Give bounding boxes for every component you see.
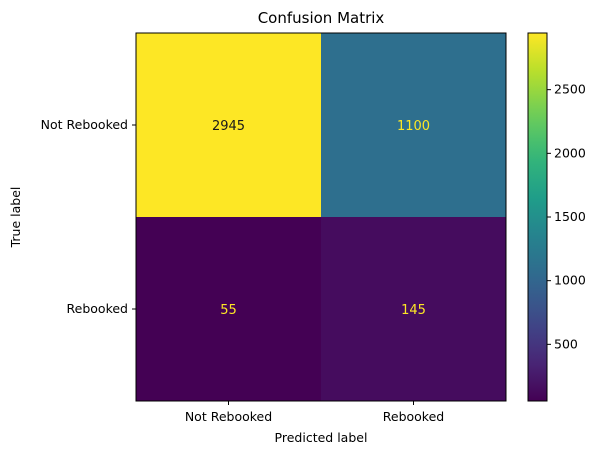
y-axis-label: True label <box>8 187 23 249</box>
cell-value-label: 1100 <box>397 119 430 134</box>
colorbar-tick-label: 2000 <box>554 145 586 160</box>
colorbar <box>527 32 548 402</box>
y-tick-label: Rebooked <box>67 301 128 316</box>
heatmap-cell <box>136 33 321 217</box>
x-axis: Not Rebooked Rebooked <box>185 401 444 424</box>
heatmap-cell <box>321 217 506 401</box>
x-tick-label: Rebooked <box>383 409 444 424</box>
cell-value-label: 145 <box>401 303 426 318</box>
y-axis: Not Rebooked Rebooked <box>41 117 136 316</box>
x-tick-label: Not Rebooked <box>185 409 272 424</box>
chart-title: Confusion Matrix <box>258 9 385 27</box>
x-axis-label: Predicted label <box>275 430 368 445</box>
colorbar-tick-label: 1500 <box>554 209 586 224</box>
colorbar-tick-label: 2500 <box>554 82 586 97</box>
colorbar-tick-label: 500 <box>554 336 578 351</box>
y-tick-label: Not Rebooked <box>41 117 128 132</box>
heatmap-cell <box>321 33 506 217</box>
colorbar-tick-label: 1000 <box>554 273 586 288</box>
colorbar-ticks: 500 1000 1500 2000 2500 <box>547 82 586 351</box>
heatmap-cells: 2945 1100 55 145 <box>136 33 506 401</box>
heatmap-cell <box>136 217 321 401</box>
cell-value-label: 2945 <box>212 119 245 134</box>
cell-value-label: 55 <box>220 303 237 318</box>
plot-frame <box>135 32 507 402</box>
